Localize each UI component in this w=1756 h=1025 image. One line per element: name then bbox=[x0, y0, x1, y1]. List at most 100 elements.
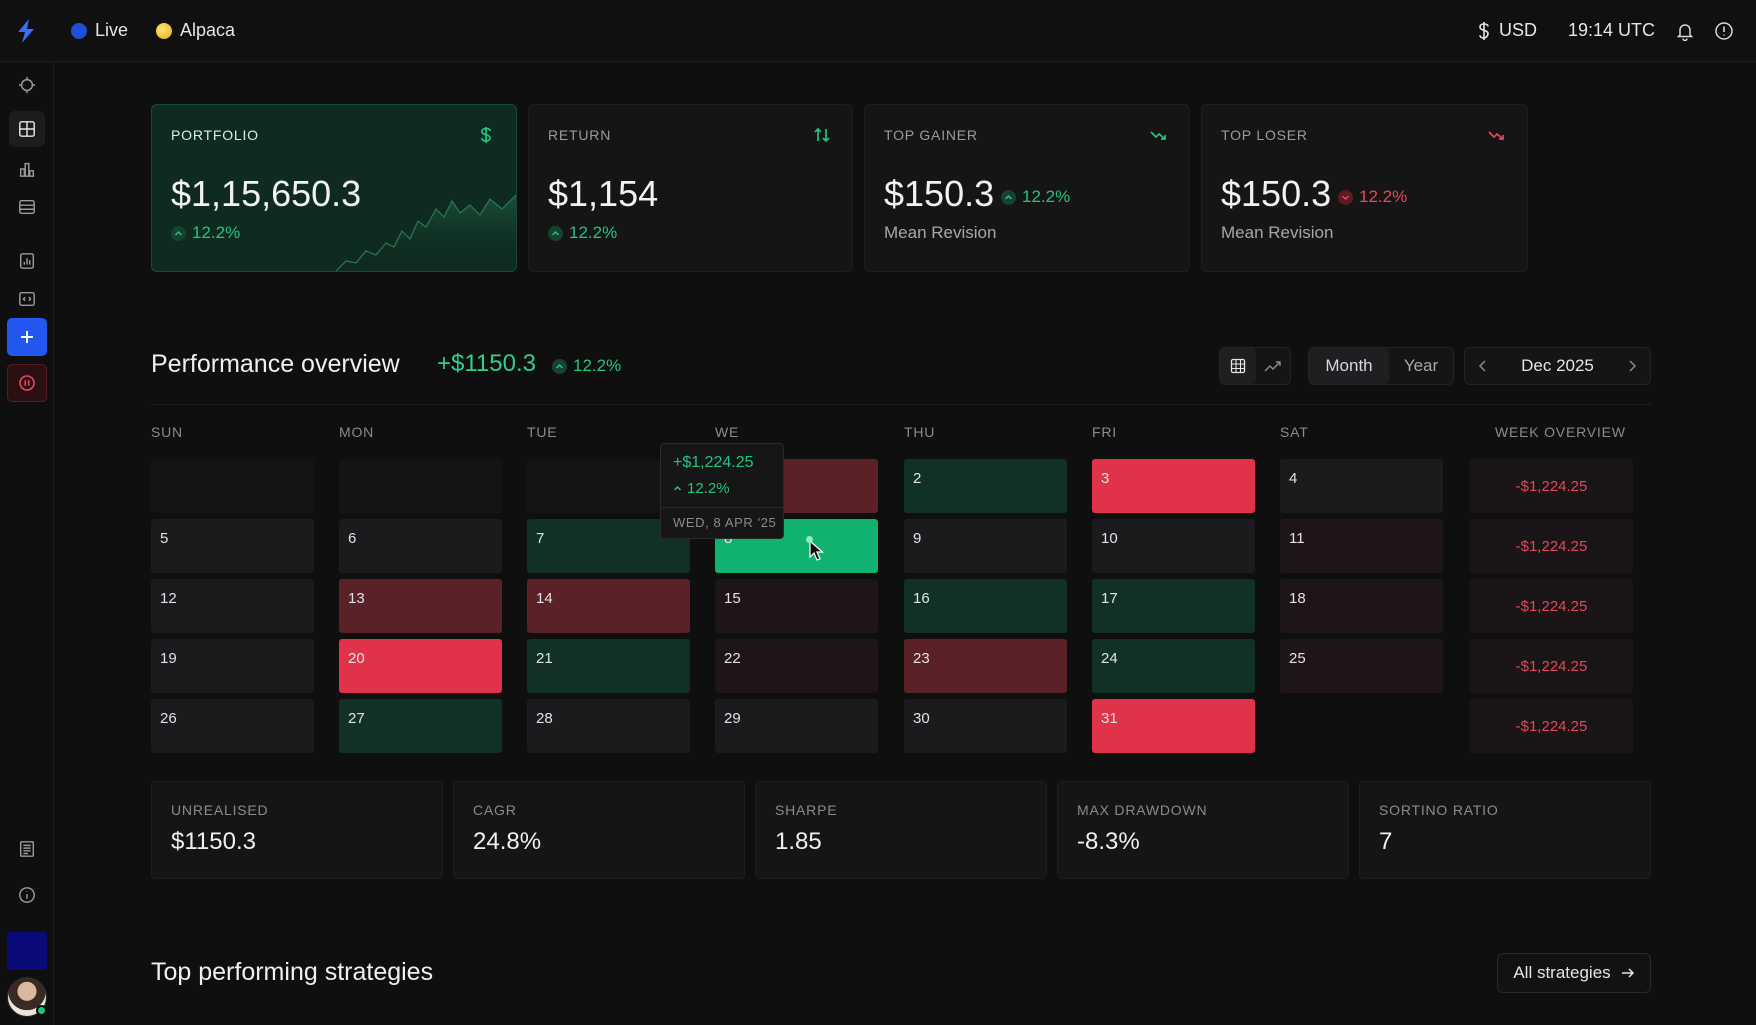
calendar-day-29[interactable]: 29 bbox=[715, 699, 878, 753]
calendar-day-31[interactable]: 31 bbox=[1092, 699, 1255, 753]
portfolio-card[interactable]: PORTFOLIO $1,15,650.3 12.2% bbox=[151, 104, 517, 272]
calendar-day-11[interactable]: 11 bbox=[1280, 519, 1443, 573]
add-button[interactable] bbox=[7, 318, 47, 356]
ledger-icon[interactable] bbox=[14, 836, 40, 862]
crosshair-icon[interactable] bbox=[14, 72, 40, 98]
calendar-day-15[interactable]: 15 bbox=[715, 579, 878, 633]
calendar-day-23[interactable]: 23 bbox=[904, 639, 1067, 693]
calendar-day-18[interactable]: 18 bbox=[1280, 579, 1443, 633]
live-status-dot bbox=[71, 22, 87, 39]
dollar-icon bbox=[1479, 21, 1489, 40]
calendar-view-button[interactable] bbox=[1220, 348, 1256, 384]
table-icon[interactable] bbox=[14, 194, 40, 220]
chart-view-button[interactable] bbox=[1256, 348, 1290, 384]
calendar-day-26[interactable]: 26 bbox=[151, 699, 314, 753]
sidebar bbox=[0, 62, 54, 1025]
calendar-day-3[interactable]: 3 bbox=[1092, 459, 1255, 513]
calendar-day-10[interactable]: 10 bbox=[1092, 519, 1255, 573]
info-icon[interactable] bbox=[14, 882, 40, 908]
day-header: SUN bbox=[151, 424, 183, 440]
trend-down-icon bbox=[1488, 131, 1504, 140]
calendar-day-30[interactable]: 30 bbox=[904, 699, 1067, 753]
card-change: 12.2% bbox=[1338, 187, 1407, 207]
tooltip-change: 12.2% bbox=[673, 480, 730, 497]
calendar-day-22[interactable]: 22 bbox=[715, 639, 878, 693]
card-change: 12.2% bbox=[1001, 187, 1070, 207]
calendar-day-20[interactable]: 20 bbox=[339, 639, 502, 693]
section-divider bbox=[151, 404, 1651, 405]
card-change-value: 12.2% bbox=[569, 223, 618, 242]
calendar-day-28[interactable]: 28 bbox=[527, 699, 690, 753]
currency-selector[interactable]: USD bbox=[1476, 20, 1537, 41]
strategy-name: Mean Revision bbox=[884, 223, 997, 242]
calendar-day-9[interactable]: 9 bbox=[904, 519, 1067, 573]
calendar-day-21[interactable]: 21 bbox=[527, 639, 690, 693]
live-mode-toggle[interactable]: Live bbox=[71, 20, 128, 41]
metric-label: MAX DRAWDOWN bbox=[1077, 802, 1208, 818]
metric-value: -8.3% bbox=[1077, 828, 1140, 855]
day-header: SAT bbox=[1280, 424, 1309, 440]
logo-icon[interactable] bbox=[14, 18, 38, 44]
grid-icon bbox=[1230, 358, 1246, 374]
week-overview-total[interactable]: -$1,224.25 bbox=[1470, 519, 1633, 573]
metric-label: CAGR bbox=[473, 802, 517, 818]
day-header: THU bbox=[904, 424, 936, 440]
arrow-right-icon bbox=[1621, 968, 1634, 978]
week-overview-total[interactable]: -$1,224.25 bbox=[1470, 579, 1633, 633]
year-button[interactable]: Year bbox=[1403, 356, 1439, 375]
strategy-name: Mean Revision bbox=[1221, 223, 1334, 242]
bell-icon[interactable] bbox=[1675, 21, 1695, 41]
calendar-day-14[interactable]: 14 bbox=[527, 579, 690, 633]
calendar-day-13[interactable]: 13 bbox=[339, 579, 502, 633]
calendar-day-24[interactable]: 24 bbox=[1092, 639, 1255, 693]
calendar-day-17[interactable]: 17 bbox=[1092, 579, 1255, 633]
calendar-day-6[interactable]: 6 bbox=[339, 519, 502, 573]
online-status-dot bbox=[36, 1005, 47, 1016]
metric-value: 7 bbox=[1379, 828, 1393, 855]
card-value: $1,15,650.3 bbox=[171, 173, 362, 214]
report-icon[interactable] bbox=[14, 248, 40, 274]
bar-chart-icon[interactable] bbox=[14, 156, 40, 182]
broker-icon bbox=[156, 22, 172, 39]
performance-change-value: 12.2% bbox=[573, 356, 622, 375]
week-overview-total[interactable]: -$1,224.25 bbox=[1470, 639, 1633, 693]
all-strategies-button[interactable]: All strategies bbox=[1497, 953, 1651, 993]
calendar-day-4[interactable]: 4 bbox=[1280, 459, 1443, 513]
top-gainer-card[interactable]: TOP GAINER $150.3 12.2% Mean Revision bbox=[864, 104, 1190, 272]
tooltip-date: WED, 8 APR '25 bbox=[673, 515, 777, 530]
week-overview-total[interactable]: -$1,224.25 bbox=[1470, 459, 1633, 513]
calendar-day-5[interactable]: 5 bbox=[151, 519, 314, 573]
month-button[interactable]: Month bbox=[1309, 348, 1389, 384]
metric-value: $1150.3 bbox=[171, 828, 256, 855]
return-card[interactable]: RETURN $1,154 12.2% bbox=[528, 104, 853, 272]
next-period-button[interactable] bbox=[1614, 348, 1650, 384]
metric-unrealised: UNREALISED $1150.3 bbox=[151, 781, 443, 879]
calendar-day-27[interactable]: 27 bbox=[339, 699, 502, 753]
calendar-day-2[interactable]: 2 bbox=[904, 459, 1067, 513]
alert-icon[interactable] bbox=[1714, 21, 1734, 41]
card-change-value: 12.2% bbox=[192, 223, 241, 242]
card-change-value: 12.2% bbox=[1359, 187, 1408, 206]
code-icon[interactable] bbox=[14, 286, 40, 312]
prev-period-button[interactable] bbox=[1465, 348, 1501, 384]
period-toggle: Month Year bbox=[1308, 347, 1454, 385]
calendar-day-25[interactable]: 25 bbox=[1280, 639, 1443, 693]
broker-selector[interactable]: Alpaca bbox=[156, 20, 235, 41]
performance-amount: +$1150.3 bbox=[437, 350, 536, 377]
avatar[interactable] bbox=[7, 977, 47, 1017]
calendar-day-16[interactable]: 16 bbox=[904, 579, 1067, 633]
trend-line-icon bbox=[1264, 361, 1281, 372]
metric-value: 24.8% bbox=[473, 828, 542, 855]
top-loser-card[interactable]: TOP LOSER $150.3 12.2% Mean Revision bbox=[1201, 104, 1528, 272]
card-label: RETURN bbox=[548, 127, 612, 143]
calendar-day-19[interactable]: 19 bbox=[151, 639, 314, 693]
week-overview-total[interactable]: -$1,224.25 bbox=[1470, 699, 1633, 753]
day-header: WE bbox=[715, 424, 740, 440]
card-label: TOP GAINER bbox=[884, 127, 978, 143]
workspace-swatch[interactable] bbox=[7, 932, 47, 970]
grid-icon[interactable] bbox=[9, 111, 45, 147]
calendar-day-12[interactable]: 12 bbox=[151, 579, 314, 633]
all-strategies-label: All strategies bbox=[1513, 963, 1611, 982]
stop-button[interactable] bbox=[7, 364, 47, 402]
